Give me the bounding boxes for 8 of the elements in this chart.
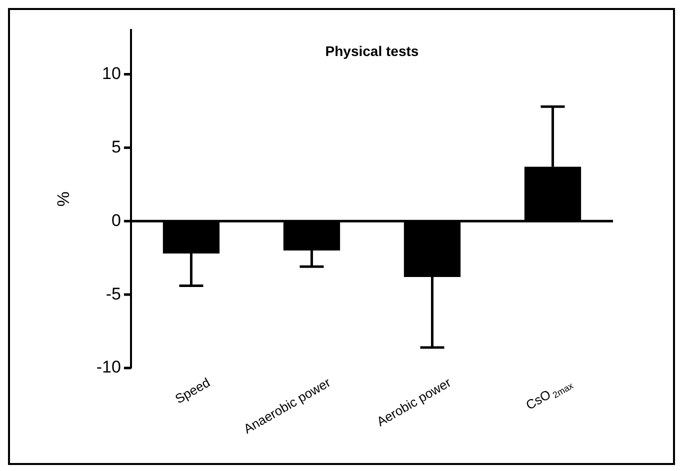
x-tick-label: CsO2max	[523, 380, 576, 413]
y-tick-label: 10	[102, 64, 121, 83]
y-tick-label: 0	[112, 210, 121, 230]
y-tick-label: -5	[106, 284, 121, 304]
y-tick-label: -10	[96, 358, 121, 377]
y-axis-title: %	[54, 192, 73, 207]
text: Physical tests	[325, 43, 419, 60]
y-tick-label: 5	[112, 137, 121, 156]
